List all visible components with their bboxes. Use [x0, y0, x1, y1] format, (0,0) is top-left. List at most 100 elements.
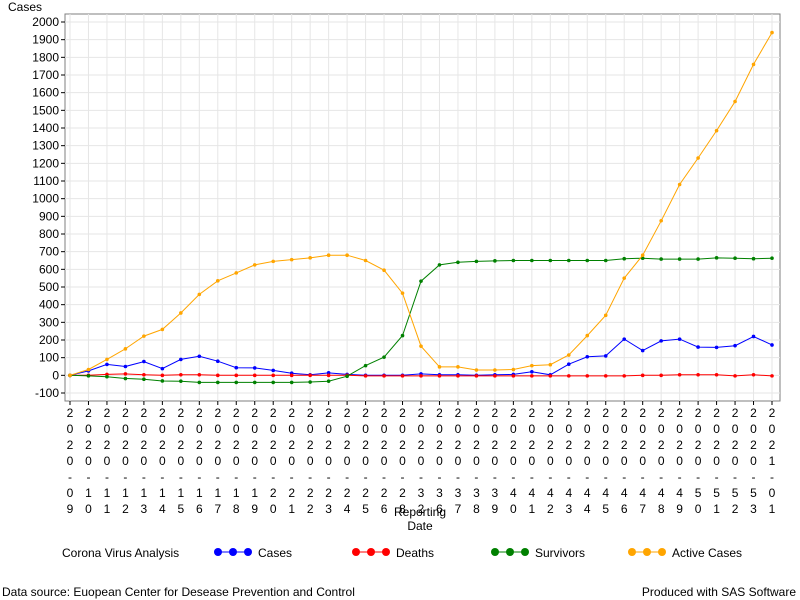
legend-marker-active-cases — [643, 548, 651, 556]
data-point-cases — [585, 354, 590, 359]
x-tick-label: 2 0 2 0 -4 4 — [584, 406, 591, 516]
x-tick-label: 2 0 2 0 -5 0 — [695, 406, 702, 516]
x-tick-label: 2 0 2 0 -2 5 — [362, 406, 369, 516]
data-point-active-cases — [677, 182, 682, 187]
data-point-deaths — [271, 373, 276, 378]
x-tick-label: 2 0 2 0 -2 6 — [381, 406, 388, 516]
data-point-active-cases — [714, 128, 719, 133]
data-point-active-cases — [770, 30, 774, 35]
data-point-active-cases — [659, 218, 663, 223]
legend-label-survivors: Survivors — [535, 546, 585, 560]
data-point-survivors — [252, 380, 257, 385]
data-point-survivors — [105, 374, 109, 379]
data-point-survivors — [437, 263, 442, 267]
legend-marker-active-cases — [628, 548, 636, 556]
x-tick-label: 2 0 2 0 -1 8 — [233, 406, 240, 516]
legend-marker-cases — [229, 548, 237, 556]
data-point-survivors — [714, 256, 719, 260]
data-point-cases — [215, 359, 220, 364]
data-point-survivors — [123, 376, 128, 381]
data-point-deaths — [640, 373, 645, 378]
data-point-active-cases — [86, 367, 91, 372]
data-point-survivors — [696, 257, 700, 261]
x-tick-label: 2 0 2 0 -3 9 — [492, 406, 499, 516]
data-point-survivors — [363, 363, 368, 368]
y-tick-label: 800 — [39, 227, 59, 241]
data-point-deaths — [511, 374, 516, 378]
data-point-cases — [566, 362, 571, 367]
y-tick-label: 200 — [39, 333, 59, 347]
data-point-deaths — [123, 372, 128, 376]
data-point-cases — [160, 366, 165, 371]
data-point-active-cases — [234, 271, 239, 275]
y-tick-label: 1800 — [32, 50, 59, 64]
data-point-active-cases — [511, 367, 516, 372]
data-point-deaths — [622, 374, 627, 378]
data-point-survivors — [86, 374, 91, 378]
data-point-active-cases — [603, 313, 608, 318]
x-axis-title-line-2: Date — [407, 519, 433, 533]
data-point-survivors — [308, 380, 312, 384]
footer-data-source: Data source: Euopean Center for Desease … — [2, 585, 355, 599]
legend-marker-active-cases — [658, 548, 666, 556]
data-point-cases — [234, 365, 239, 370]
data-point-active-cases — [123, 347, 128, 351]
x-tick-label: 2 0 2 0 -1 4 — [159, 406, 166, 516]
data-point-active-cases — [548, 362, 553, 367]
x-tick-label: 2 0 2 0 -4 0 — [510, 406, 517, 516]
data-point-survivors — [382, 355, 386, 359]
data-point-active-cases — [105, 357, 109, 362]
data-point-deaths — [308, 373, 312, 378]
data-point-deaths — [566, 374, 571, 378]
x-tick-label: 2 0 2 0 -5 1 — [713, 406, 720, 516]
data-point-survivors — [215, 380, 220, 385]
data-point-active-cases — [419, 344, 423, 348]
data-point-deaths — [326, 373, 331, 378]
x-tick-label: 2 0 2 0 -4 6 — [621, 406, 628, 516]
x-tick-label: 2 0 2 0 -1 7 — [214, 406, 221, 516]
legend-marker-survivors — [521, 548, 529, 556]
data-point-deaths — [382, 374, 386, 378]
x-tick-label: 2 0 2 0 -2 0 — [270, 406, 277, 516]
data-point-survivors — [234, 380, 239, 385]
data-point-survivors — [659, 257, 663, 261]
data-point-active-cases — [493, 368, 497, 372]
y-tick-label: 1500 — [32, 103, 59, 117]
data-point-survivors — [419, 279, 423, 283]
x-tick-label: 2 0 2 0 -2 3 — [325, 406, 332, 516]
data-point-deaths — [770, 374, 774, 378]
y-tick-label: 1000 — [32, 192, 59, 206]
data-point-deaths — [659, 373, 663, 378]
data-point-cases — [770, 343, 774, 347]
series-group — [68, 30, 774, 385]
x-tick-label: 2 0 2 0 -1 6 — [196, 406, 203, 516]
data-point-survivors — [640, 256, 645, 261]
data-point-active-cases — [640, 253, 645, 257]
data-point-cases — [733, 343, 737, 348]
data-point-deaths — [493, 374, 497, 378]
data-point-survivors — [326, 379, 331, 383]
data-point-deaths — [677, 373, 682, 377]
x-tick-label: 2 0 2 0 -2 1 — [288, 406, 295, 516]
data-point-cases — [271, 368, 276, 373]
data-point-deaths — [456, 374, 460, 378]
data-point-active-cases — [751, 62, 756, 67]
y-tick-label: 1700 — [32, 68, 59, 82]
x-axis-tick-labels: 2 0 2 0 -0 9 2 0 2 0 -1 0 2 0 2 0 -1 1 2 0 2 0 -1 2 2 0 2 0 -1 3 2 0 2 0-… — [67, 401, 776, 516]
data-point-deaths — [215, 373, 220, 378]
x-tick-label: 2 0 2 0 -1 9 — [251, 406, 258, 516]
x-tick-label: 2 0 2 0 -4 7 — [639, 406, 646, 516]
y-tick-label: 500 — [39, 280, 59, 294]
data-point-cases — [326, 371, 331, 375]
legend-marker-deaths — [352, 548, 360, 556]
data-point-active-cases — [437, 365, 442, 369]
x-tick-label: 2 0 2 0 -1 1 — [104, 406, 111, 516]
x-tick-label: 2 0 2 0 -2 4 — [344, 406, 351, 516]
data-point-survivors — [733, 256, 737, 261]
data-point-active-cases — [345, 253, 349, 257]
data-point-active-cases — [179, 311, 183, 315]
data-point-deaths — [234, 373, 239, 378]
y-axis-title: Cases — [8, 0, 42, 14]
y-tick-label: 1900 — [32, 33, 59, 47]
data-point-cases — [677, 337, 682, 341]
